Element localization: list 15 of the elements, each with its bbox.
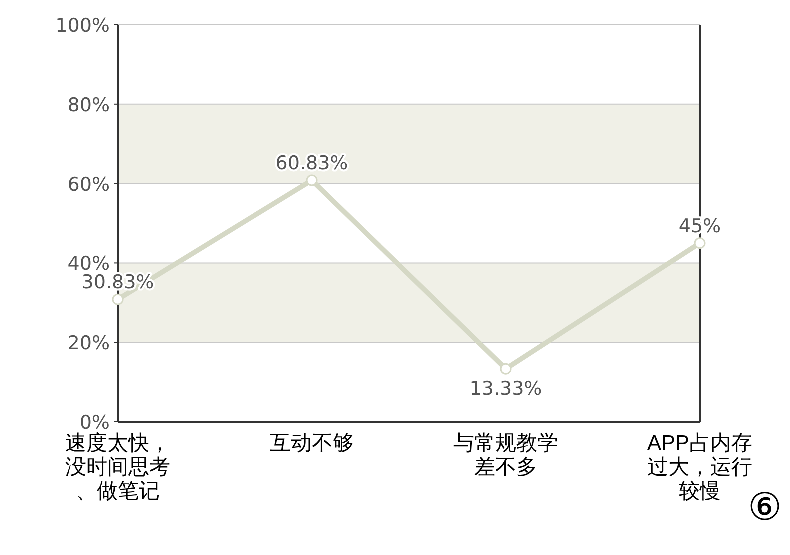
y-tick-label: 40% (68, 253, 110, 276)
point (306, 174, 318, 186)
x-tick-label: 互动不够 (270, 432, 354, 455)
y-tick-label: 20% (68, 332, 110, 355)
y-tick-label: 100% (56, 15, 110, 37)
data-label: 13.33% (470, 378, 542, 400)
x-tick-label: 与常规教学差不多 (454, 432, 558, 479)
y-tick-label: 60% (68, 174, 110, 196)
x-tick-label: 速度太快，没时间思考、做笔记 (66, 432, 170, 503)
text: ⑥ (748, 485, 782, 529)
point (500, 363, 512, 375)
data-label: 60.83% (276, 152, 348, 175)
point (694, 238, 706, 250)
point (112, 294, 124, 306)
y-tick-label: 80% (68, 94, 110, 116)
